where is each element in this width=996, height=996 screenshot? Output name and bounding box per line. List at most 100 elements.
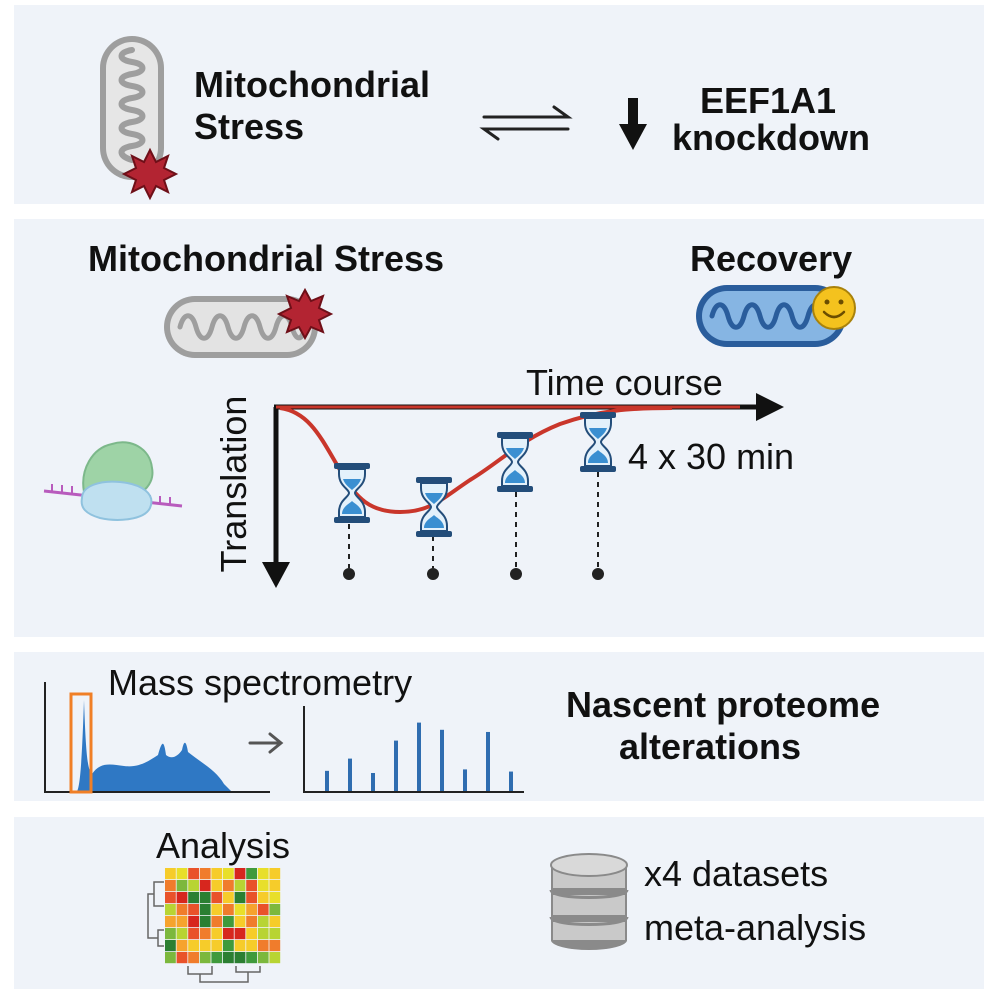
heatmap-cell — [246, 928, 257, 940]
mito-stress-label-line1: Mitochondrial — [194, 64, 430, 105]
heatmap-cell — [246, 892, 257, 904]
heatmap-cell — [188, 916, 199, 928]
heatmap-cell — [223, 928, 234, 940]
heatmap-cell — [188, 892, 199, 904]
heatmap-cell — [176, 928, 188, 940]
heatmap-cell — [257, 904, 269, 916]
highlight-box — [69, 692, 93, 794]
heatmap-cell — [246, 916, 257, 928]
heatmap-cell — [269, 928, 281, 940]
panel-stress-knockdown — [14, 5, 984, 204]
heatmap-cell — [176, 880, 188, 892]
datasets-label: x4 datasets — [644, 853, 829, 894]
heatmap-cell — [165, 868, 176, 880]
heatmap-cell — [257, 928, 269, 940]
heatmap-cell — [211, 916, 223, 928]
timepoint-lines — [348, 472, 599, 568]
heatmap-cell — [199, 952, 211, 964]
dendrogram — [147, 881, 261, 983]
heatmap-cell — [223, 940, 234, 952]
alterations-label: alterations — [619, 726, 802, 767]
heatmap-cell — [211, 880, 223, 892]
stress-star-icon — [121, 147, 179, 201]
eef1a1-label: EEF1A1 — [700, 80, 837, 121]
heatmap-cell — [269, 892, 281, 904]
heatmap-cell — [188, 904, 199, 916]
heatmap-cell — [165, 928, 176, 940]
database-icon — [549, 853, 629, 950]
spectrum-peak — [325, 770, 329, 791]
heatmap-cell — [234, 892, 246, 904]
spectrum-peak — [440, 729, 444, 791]
heatmap-cell — [223, 904, 234, 916]
knockdown-label: knockdown — [672, 117, 871, 158]
heatmap-cell — [257, 952, 269, 964]
heatmap-cell — [211, 904, 223, 916]
stress-title: Mitochondrial Stress — [88, 238, 445, 279]
heatmap-cell — [246, 880, 257, 892]
heatmap-cell — [234, 952, 246, 964]
heatmap-cell — [223, 880, 234, 892]
heatmap-cell — [257, 880, 269, 892]
heatmap-cell — [257, 940, 269, 952]
heatmap-cell — [211, 952, 223, 964]
spectrum-peak — [371, 773, 375, 791]
heatmap-cell — [269, 940, 281, 952]
heatmap-cell — [269, 916, 281, 928]
timepoint-dots — [343, 568, 604, 580]
down-arrow-icon — [619, 98, 647, 150]
spectrum-peak — [463, 769, 467, 791]
heatmap-cell — [234, 880, 246, 892]
heatmap-cell — [246, 952, 257, 964]
heatmap-cell — [188, 940, 199, 952]
heatmap-cell — [176, 952, 188, 964]
heatmap-cell — [269, 952, 281, 964]
heatmap-cell — [165, 952, 176, 964]
heatmap-cell — [165, 880, 176, 892]
heatmap-cell — [188, 880, 199, 892]
heatmap-cell — [165, 916, 176, 928]
heatmap-cell — [165, 904, 176, 916]
mito-stress-label-line2: Stress — [194, 106, 305, 147]
heatmap-cell — [199, 940, 211, 952]
translation-axis — [262, 407, 290, 588]
analysis-label: Analysis — [156, 825, 291, 866]
heatmap-cell — [234, 940, 246, 952]
heatmap-cell — [211, 940, 223, 952]
arrow-right-icon — [248, 732, 284, 754]
heatmap-cell — [199, 928, 211, 940]
recovery-title: Recovery — [690, 238, 853, 279]
meta-analysis-label: meta-analysis — [644, 907, 867, 948]
interval-label: 4 x 30 min — [628, 436, 795, 477]
heatmap-cell — [199, 880, 211, 892]
heatmap-cell — [234, 928, 246, 940]
heatmap-cell — [176, 868, 188, 880]
heatmap-cell — [234, 904, 246, 916]
heatmap-cell — [246, 904, 257, 916]
heatmap-cell — [211, 868, 223, 880]
heatmap-cell — [165, 892, 176, 904]
nascent-proteome-label: Nascent proteome — [566, 684, 881, 725]
stress-star-icon-2 — [276, 287, 334, 341]
heatmap-cell — [176, 892, 188, 904]
heatmap-cell — [246, 868, 257, 880]
heatmap-cell — [269, 904, 281, 916]
heatmap-cell — [188, 952, 199, 964]
heatmap-cell — [211, 892, 223, 904]
heatmap-cell — [257, 916, 269, 928]
heatmap-cell — [176, 940, 188, 952]
heatmap-cell — [246, 940, 257, 952]
spectrum-peak — [394, 740, 398, 791]
heatmap-cell — [257, 868, 269, 880]
heatmap-cell — [188, 928, 199, 940]
ribosome-icon — [43, 441, 183, 521]
heatmap-cell — [165, 940, 176, 952]
heatmap-cell — [223, 892, 234, 904]
heatmap-cell — [269, 880, 281, 892]
heatmap-cell — [234, 916, 246, 928]
smiley-face-icon — [812, 286, 856, 330]
mass-spec-label: Mass spectrometry — [108, 662, 413, 703]
spectrum-peak — [509, 771, 513, 791]
heatmap-cell — [234, 868, 246, 880]
